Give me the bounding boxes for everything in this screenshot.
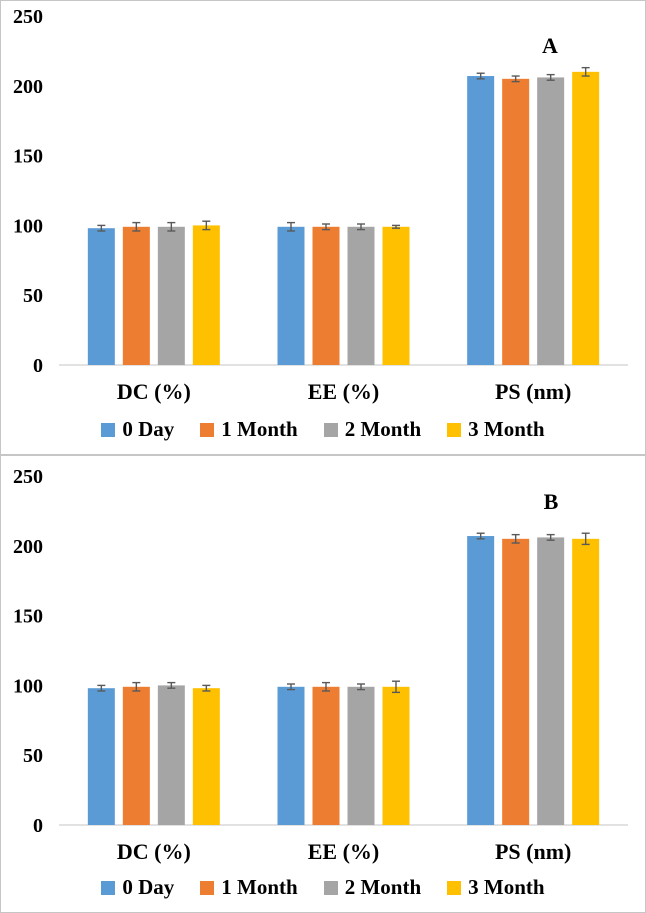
legend-item-1-month: 1 Month — [200, 417, 298, 442]
bar-1-month-ps-nm — [502, 78, 530, 365]
bar-3-month-ps-nm — [572, 71, 600, 365]
bar-2-month-ps-nm — [537, 77, 565, 365]
bar-2-month-ee — [347, 686, 375, 825]
legend-label-2-month: 2 Month — [344, 417, 422, 441]
legend-swatch-0-day — [101, 422, 116, 437]
bar-2-month-dc — [157, 685, 185, 825]
y-axis-tick-label-50: 50 — [23, 745, 43, 767]
bar-0-day-ee — [277, 226, 305, 365]
legend-label-0-day: 0 Day — [122, 417, 175, 441]
legend-label-3-month: 3 Month — [468, 417, 545, 441]
chart-panel-b: 0 50 100 150 200 250 DC (%) EE (%) PS (nm) B 0 Da… — [0, 455, 646, 913]
legend-swatch-0-day — [101, 880, 116, 895]
y-axis-tick-label-150: 150 — [13, 146, 43, 168]
legend-swatch-1-month — [200, 422, 215, 437]
legend-b: 0 Day 1 Month 2 Month 3 Month — [1, 875, 645, 900]
y-axis-tick-label-100: 100 — [13, 675, 43, 697]
panel-label-a: A — [542, 33, 558, 58]
y-axis-tick-label-150: 150 — [13, 606, 43, 628]
y-axis-tick-label-100: 100 — [13, 215, 43, 237]
y-axis-tick-label-50: 50 — [23, 285, 43, 307]
bar-1-month-dc — [122, 686, 150, 825]
y-axis-tick-label-0: 0 — [33, 815, 43, 837]
y-axis-tick-label-0: 0 — [33, 355, 43, 377]
legend-item-0-day: 0 Day — [101, 417, 174, 442]
bar-2-month-ps-nm — [537, 537, 565, 825]
category-label-ps-nm: PS (nm) — [495, 839, 571, 864]
bar-2-month-ee — [347, 226, 375, 365]
legend-item-2-month: 2 Month — [323, 875, 422, 900]
category-label-ee: EE (%) — [308, 379, 380, 404]
bar-3-month-ee — [382, 686, 410, 825]
legend-label-0-day: 0 Day — [122, 875, 175, 899]
y-axis-tick-label-250: 250 — [13, 6, 43, 28]
bar-0-day-ps-nm — [467, 76, 495, 365]
bar-0-day-dc — [87, 688, 115, 825]
legend-item-0-day: 0 Day — [101, 875, 174, 900]
bar-1-month-ee — [312, 686, 340, 825]
chart-panel-a: 0 50 100 150 200 250 DC (%) EE (%) PS (nm) A 0 Da… — [0, 0, 646, 455]
bar-1-month-ps-nm — [502, 538, 530, 825]
legend-item-3-month: 3 Month — [447, 875, 545, 900]
legend-swatch-1-month — [200, 880, 215, 895]
category-label-dc: DC (%) — [117, 839, 191, 864]
legend-item-3-month: 3 Month — [447, 417, 545, 442]
category-label-ps-nm: PS (nm) — [495, 379, 571, 404]
y-axis-tick-label-250: 250 — [13, 466, 43, 488]
bar-0-day-dc — [87, 228, 115, 365]
legend-a: 0 Day 1 Month 2 Month 3 Month — [1, 417, 645, 442]
category-label-dc: DC (%) — [117, 379, 191, 404]
bar-0-day-ee — [277, 686, 305, 825]
legend-label-1-month: 1 Month — [221, 417, 298, 441]
y-axis-tick-label-200: 200 — [13, 76, 43, 98]
bar-3-month-ee — [382, 226, 410, 365]
bar-chart-b: 0 50 100 150 200 250 DC (%) EE (%) PS (nm) B — [13, 466, 628, 864]
bar-3-month-ps-nm — [572, 538, 600, 825]
legend-item-1-month: 1 Month — [200, 875, 298, 900]
bar-1-month-dc — [122, 226, 150, 365]
legend-label-3-month: 3 Month — [468, 875, 545, 899]
category-label-ee: EE (%) — [308, 839, 380, 864]
bar-2-month-dc — [157, 226, 185, 365]
bar-0-day-ps-nm — [467, 536, 495, 825]
legend-swatch-2-month — [323, 422, 338, 437]
bar-3-month-dc — [192, 688, 220, 825]
bar-3-month-dc — [192, 225, 220, 365]
panel-label-b: B — [544, 489, 559, 514]
legend-label-2-month: 2 Month — [344, 875, 422, 899]
legend-swatch-2-month — [323, 880, 338, 895]
legend-swatch-3-month — [447, 880, 462, 895]
bar-chart-a: 0 50 100 150 200 250 DC (%) EE (%) PS (nm) A — [13, 6, 628, 404]
bar-1-month-ee — [312, 226, 340, 365]
legend-label-1-month: 1 Month — [221, 875, 298, 899]
legend-swatch-3-month — [447, 422, 462, 437]
legend-item-2-month: 2 Month — [323, 417, 422, 442]
y-axis-tick-label-200: 200 — [13, 536, 43, 558]
